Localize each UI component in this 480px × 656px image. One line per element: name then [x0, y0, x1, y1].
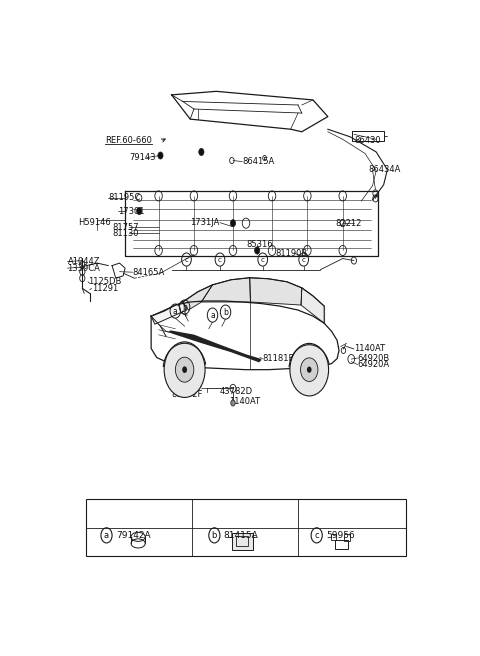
Text: 81181B: 81181B — [263, 354, 295, 363]
Text: 81757: 81757 — [112, 223, 139, 232]
Text: c: c — [302, 256, 306, 262]
Circle shape — [164, 342, 205, 398]
Circle shape — [175, 357, 194, 382]
Circle shape — [254, 247, 260, 254]
Text: 1140AT: 1140AT — [229, 398, 260, 407]
Text: b: b — [212, 531, 217, 540]
Bar — [86, 499, 406, 556]
Text: b: b — [223, 308, 228, 317]
Bar — [335, 540, 348, 549]
Text: 81190B: 81190B — [276, 249, 308, 258]
Bar — [232, 533, 252, 550]
Text: 17301: 17301 — [118, 207, 144, 216]
Text: 84165A: 84165A — [132, 268, 165, 277]
Text: 1125DB: 1125DB — [88, 277, 121, 286]
Polygon shape — [183, 285, 213, 310]
Circle shape — [231, 400, 235, 406]
Text: REF.60-660: REF.60-660 — [105, 136, 152, 145]
Text: 79143: 79143 — [129, 153, 156, 162]
Text: 86430: 86430 — [354, 136, 381, 145]
Text: 85316: 85316 — [246, 240, 273, 249]
Text: 86415A: 86415A — [242, 157, 275, 166]
Text: 1140AT: 1140AT — [354, 344, 385, 354]
Text: H59146: H59146 — [79, 218, 111, 227]
Text: c: c — [314, 531, 319, 540]
Circle shape — [307, 367, 312, 373]
Text: 43782D: 43782D — [220, 388, 253, 396]
Text: 11291: 11291 — [92, 284, 118, 293]
Polygon shape — [202, 277, 251, 302]
Text: b: b — [182, 302, 187, 312]
Text: A1044Z: A1044Z — [67, 257, 100, 266]
Text: c: c — [218, 256, 222, 262]
Text: a: a — [104, 531, 109, 540]
Text: a: a — [210, 311, 215, 319]
Polygon shape — [151, 302, 186, 324]
Circle shape — [290, 343, 329, 396]
Text: 1731JA: 1731JA — [190, 218, 219, 227]
Text: 59956: 59956 — [326, 531, 355, 540]
Circle shape — [137, 207, 142, 215]
Text: 1339CA: 1339CA — [67, 264, 100, 273]
Text: 81195C: 81195C — [108, 194, 141, 203]
Bar — [331, 534, 336, 540]
Circle shape — [158, 152, 163, 159]
Text: 82212: 82212 — [335, 218, 361, 228]
Text: 81172F: 81172F — [172, 383, 203, 392]
Text: 86434A: 86434A — [369, 165, 401, 174]
Text: c: c — [261, 256, 264, 262]
Polygon shape — [250, 277, 302, 305]
Circle shape — [199, 148, 204, 155]
Text: 81162F: 81162F — [172, 390, 203, 399]
Circle shape — [300, 358, 318, 382]
Bar — [236, 536, 248, 546]
Text: a: a — [173, 306, 178, 316]
Circle shape — [230, 220, 236, 227]
Text: 64920B: 64920B — [358, 354, 390, 363]
Polygon shape — [170, 331, 261, 361]
Text: 81415A: 81415A — [224, 531, 258, 540]
Text: 81130: 81130 — [112, 229, 139, 237]
Bar — [344, 534, 350, 541]
Circle shape — [182, 366, 187, 373]
Text: 79142A: 79142A — [116, 531, 150, 540]
Text: 64920A: 64920A — [358, 360, 390, 369]
Polygon shape — [301, 288, 324, 323]
Text: c: c — [184, 256, 189, 262]
